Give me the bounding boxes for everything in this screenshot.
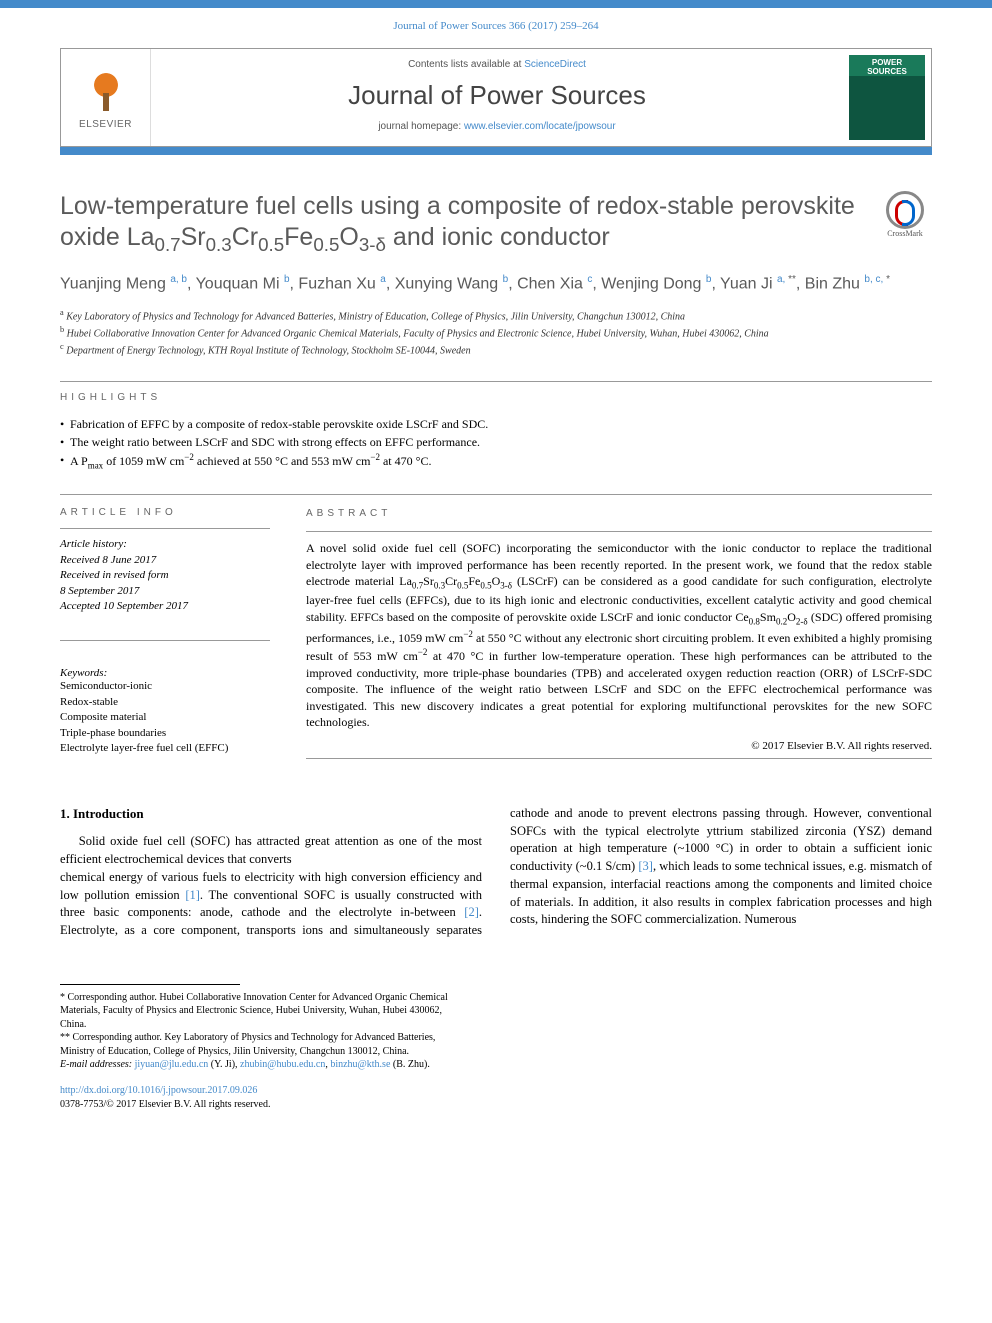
citation-line: Journal of Power Sources 366 (2017) 259–… [0,8,992,38]
affiliation-c: c Department of Energy Technology, KTH R… [60,341,932,358]
highlight-item: The weight ratio between LSCrF and SDC w… [60,433,932,451]
history-revised-1: Received in revised form [60,568,270,583]
contents-line: Contents lists available at ScienceDirec… [151,59,843,70]
header-bottom-bar [60,147,932,155]
contents-prefix: Contents lists available at [408,59,524,70]
history-revised-2: 8 September 2017 [60,584,270,599]
header-center: Contents lists available at ScienceDirec… [151,49,843,146]
affiliation-a: a Key Laboratory of Physics and Technolo… [60,307,932,324]
history-heading: Article history: [60,537,270,552]
keyword: Triple-phase boundaries [60,726,270,741]
elsevier-logo[interactable]: ELSEVIER [61,49,151,146]
history-accepted: Accepted 10 September 2017 [60,599,270,614]
homepage-prefix: journal homepage: [378,121,464,132]
doi-block: http://dx.doi.org/10.1016/j.jpowsour.201… [60,1084,932,1112]
issn-copyright: 0378-7753/© 2017 Elsevier B.V. All right… [60,1099,270,1110]
kw-rule [60,640,270,641]
rule-1 [60,381,932,382]
highlights-label: HIGHLIGHTS [60,392,932,403]
journal-header: ELSEVIER Contents lists available at Sci… [60,48,932,147]
email-addresses: jiyuan@jlu.edu.cn (Y. Ji), zhubin@hubu.e… [135,1059,430,1070]
highlight-item: A Pmax of 1059 mW cm−2 achieved at 550 °… [60,451,932,473]
keyword: Semiconductor-ionic [60,679,270,694]
doi-link[interactable]: http://dx.doi.org/10.1016/j.jpowsour.201… [60,1085,257,1096]
email-label: E-mail addresses: [60,1059,132,1070]
intro-para-1: Solid oxide fuel cell (SOFC) has attract… [60,833,482,869]
crossmark-label: CrossMark [887,229,923,238]
keyword: Electrolyte layer-free fuel cell (EFFC) [60,741,270,756]
homepage-line: journal homepage: www.elsevier.com/locat… [151,121,843,132]
keywords-list: Semiconductor-ionic Redox-stable Composi… [60,679,270,756]
highlights-list: Fabrication of EFFC by a composite of re… [60,415,932,473]
abstract-copyright: © 2017 Elsevier B.V. All rights reserved… [306,739,932,754]
abs-rule [306,531,932,532]
keyword: Composite material [60,710,270,725]
crossmark-badge[interactable]: CrossMark [878,191,932,245]
elsevier-tree-icon [81,65,131,115]
footnotes: * Corresponding author. Hubei Collaborat… [60,991,470,1072]
footnote-rule [60,984,240,985]
cover-title: POWER SOURCES [853,59,921,77]
intro-para-2: chemical energy of various fuels to elec… [60,805,932,940]
affiliations: a Key Laboratory of Physics and Technolo… [60,307,932,359]
abstract-label: ABSTRACT [306,507,932,521]
intro-heading: 1. Introduction [60,805,482,823]
keywords-heading: Keywords: [60,667,270,679]
article-info-column: ARTICLE INFO Article history: Received 8… [60,507,270,758]
abs-bottom-rule [306,758,932,759]
author-list: Yuanjing Meng a, b, Youquan Mi b, Fuzhan… [60,273,932,295]
article-history: Article history: Received 8 June 2017 Re… [60,537,270,614]
top-accent-bar [0,0,992,8]
homepage-link[interactable]: www.elsevier.com/locate/jpowsour [464,121,616,132]
body-text: 1. Introduction Solid oxide fuel cell (S… [60,805,932,940]
rule-2 [60,494,932,495]
abstract-column: ABSTRACT A novel solid oxide fuel cell (… [306,507,932,758]
highlight-item: Fabrication of EFFC by a composite of re… [60,415,932,433]
info-rule [60,528,270,529]
crossmark-icon [886,191,924,229]
corresponding-2: ** Corresponding author. Key Laboratory … [60,1031,470,1058]
article-title: Low-temperature fuel cells using a compo… [60,191,858,257]
journal-name: Journal of Power Sources [151,80,843,111]
keyword: Redox-stable [60,695,270,710]
journal-cover-thumb[interactable]: POWER SOURCES [849,55,925,140]
email-line: E-mail addresses: jiyuan@jlu.edu.cn (Y. … [60,1058,470,1072]
article-info-label: ARTICLE INFO [60,507,270,518]
corresponding-1: * Corresponding author. Hubei Collaborat… [60,991,470,1032]
affiliation-b: b Hubei Collaborative Innovation Center … [60,324,932,341]
abstract-text: A novel solid oxide fuel cell (SOFC) inc… [306,540,932,731]
elsevier-label: ELSEVIER [79,119,132,130]
history-received: Received 8 June 2017 [60,553,270,568]
sciencedirect-link[interactable]: ScienceDirect [524,59,586,70]
